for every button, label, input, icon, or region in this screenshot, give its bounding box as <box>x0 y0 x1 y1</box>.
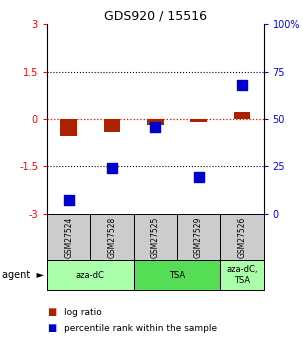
Point <box>240 82 245 88</box>
Text: percentile rank within the sample: percentile rank within the sample <box>64 324 217 333</box>
Bar <box>104 119 120 132</box>
Bar <box>134 260 220 290</box>
Bar <box>190 119 207 121</box>
Text: GSM27524: GSM27524 <box>64 217 73 258</box>
Bar <box>234 112 250 119</box>
Bar <box>60 119 77 136</box>
Text: GSM27529: GSM27529 <box>194 217 203 258</box>
Bar <box>47 260 134 290</box>
Text: log ratio: log ratio <box>64 308 102 317</box>
Text: agent  ►: agent ► <box>2 270 44 280</box>
Bar <box>220 260 264 290</box>
Title: GDS920 / 15516: GDS920 / 15516 <box>104 10 207 23</box>
Text: TSA: TSA <box>169 270 185 280</box>
Text: GSM27526: GSM27526 <box>238 217 246 258</box>
Text: ■: ■ <box>47 307 56 317</box>
Bar <box>147 119 164 125</box>
Text: aza-dC: aza-dC <box>76 270 105 280</box>
Point <box>196 174 201 180</box>
Text: aza-dC,
TSA: aza-dC, TSA <box>226 265 258 285</box>
Point <box>66 197 71 203</box>
Text: ■: ■ <box>47 324 56 333</box>
Point <box>153 124 158 129</box>
Point <box>110 166 115 171</box>
Text: GSM27528: GSM27528 <box>108 217 116 258</box>
Text: GSM27525: GSM27525 <box>151 217 160 258</box>
